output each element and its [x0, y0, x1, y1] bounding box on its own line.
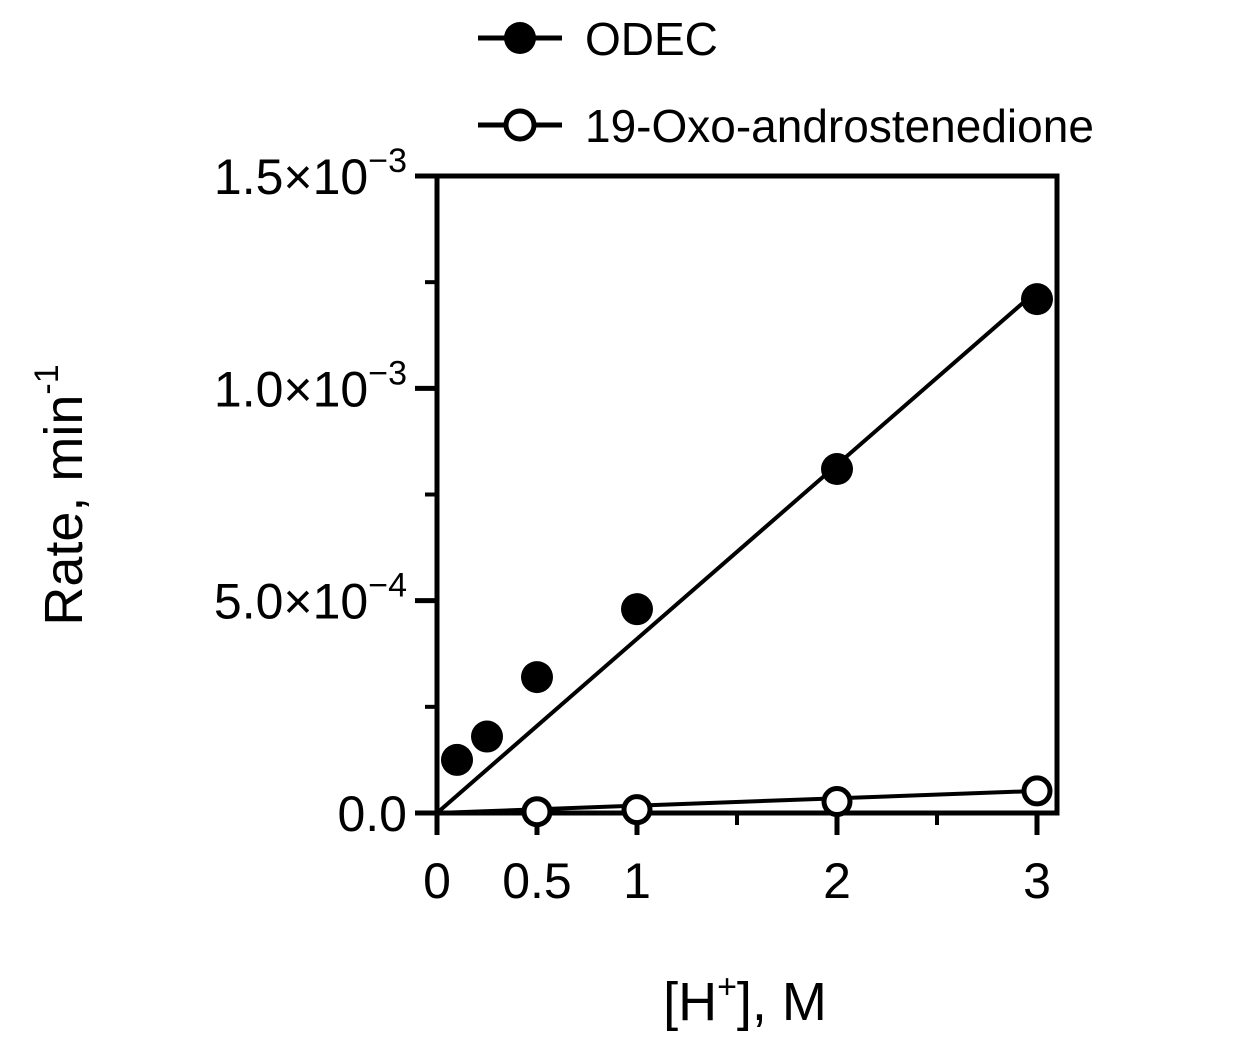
- y-axis-label: Rate, min-1: [28, 364, 94, 625]
- y-axis-ticks: 0.0 5.0×10−4 1.0×10−3 1.5×10−3: [214, 142, 437, 842]
- data-point-series-1: [521, 796, 553, 828]
- y-tick-label: 1.5×10−3: [214, 142, 407, 205]
- plot-frame: [434, 173, 1060, 816]
- legend-item-odec: ODEC: [478, 13, 718, 65]
- x-tick-label: 0.5: [502, 853, 572, 909]
- data-point-series-0: [441, 743, 473, 776]
- data-point-series-1: [621, 794, 653, 826]
- legend-item-19-oxo: 19-Oxo-androstenedione: [478, 100, 1094, 152]
- y-tick-label: 0.0: [337, 786, 407, 842]
- fit-lines: [435, 289, 1039, 815]
- x-tick-label: 0: [423, 853, 451, 909]
- data-point-series-1: [1021, 775, 1053, 807]
- data-point-series-0: [521, 661, 553, 694]
- data-point-series-0: [621, 593, 653, 626]
- legend-label-odec: ODEC: [585, 13, 718, 65]
- x-axis-ticks: 0 0.5 1 2 3: [423, 813, 1051, 909]
- x-tick-label: 1: [623, 853, 651, 909]
- data-point-series-0: [471, 720, 503, 753]
- legend: ODEC 19-Oxo-androstenedione: [478, 13, 1094, 152]
- x-axis-label: [H+], M: [663, 968, 827, 1032]
- fit-line-series-0: [435, 289, 1039, 815]
- legend-marker-19-oxo: [503, 108, 537, 142]
- data-point-series-1: [821, 786, 853, 818]
- x-tick-label: 3: [1023, 853, 1051, 909]
- data-points: [441, 283, 1053, 828]
- legend-marker-odec: [504, 22, 536, 54]
- x-tick-label: 2: [823, 853, 851, 909]
- y-tick-label: 5.0×10−4: [214, 567, 407, 630]
- data-point-series-0: [821, 453, 853, 486]
- y-tick-label: 1.0×10−3: [214, 354, 407, 417]
- data-point-series-0: [1021, 283, 1053, 316]
- legend-label-19-oxo: 19-Oxo-androstenedione: [585, 100, 1094, 152]
